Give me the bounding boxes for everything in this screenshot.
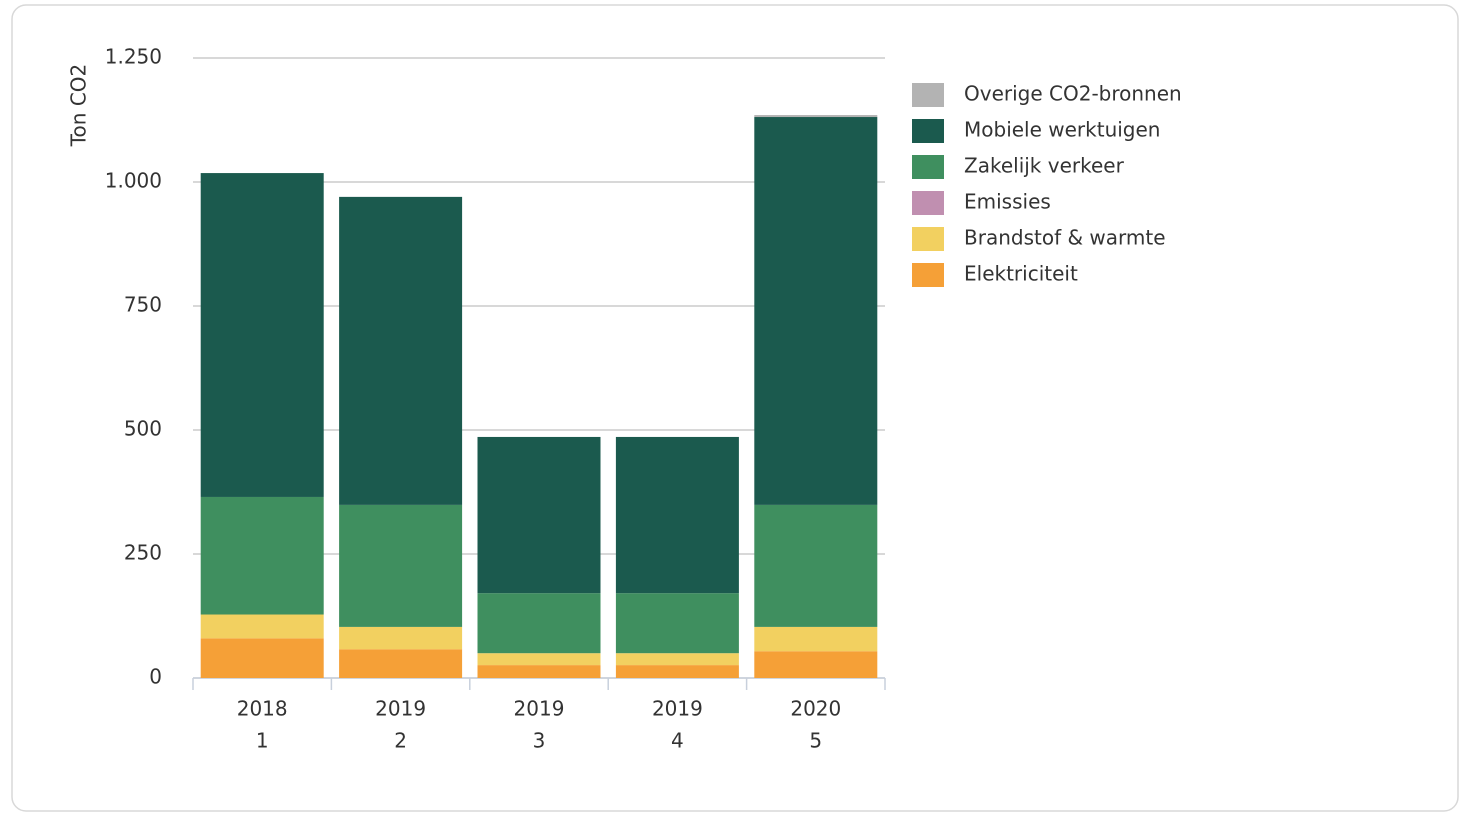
bar-segment: [754, 651, 878, 678]
legend-swatch: [912, 263, 944, 287]
bar-segment: [477, 665, 601, 678]
y-tick-label: 750: [124, 293, 162, 317]
bar-segment: [615, 593, 739, 654]
legend-swatch: [912, 227, 944, 251]
x-tick-label: 1: [256, 729, 269, 753]
x-tick-label: 2020: [790, 697, 841, 721]
x-tick-label: 2018: [237, 697, 288, 721]
y-tick-label: 500: [124, 417, 162, 441]
bar-segment: [754, 504, 878, 627]
legend-label: Overige CO2-bronnen: [964, 82, 1182, 106]
legend-label: Zakelijk verkeer: [964, 154, 1125, 178]
bar-segment: [754, 115, 878, 118]
legend-swatch: [912, 83, 944, 107]
legend-swatch: [912, 119, 944, 143]
y-tick-label: 250: [124, 541, 162, 565]
bar-segment: [200, 173, 324, 497]
y-axis-label: Ton CO2: [67, 64, 91, 148]
bar-segment: [339, 504, 463, 627]
y-tick-label: 0: [149, 665, 162, 689]
legend-swatch: [912, 191, 944, 215]
bar-segment: [477, 436, 601, 594]
legend-label: Brandstof & warmte: [964, 226, 1166, 250]
x-tick-label: 3: [533, 729, 546, 753]
legend-label: Emissies: [964, 190, 1051, 214]
bar-segment: [477, 653, 601, 666]
x-tick-label: 2: [394, 729, 407, 753]
bar-segment: [615, 653, 739, 666]
x-tick-label: 5: [809, 729, 822, 753]
legend-swatch: [912, 155, 944, 179]
x-tick-label: 4: [671, 729, 684, 753]
bar-segment: [615, 436, 739, 594]
bar-segment: [339, 649, 463, 678]
bar-segment: [754, 626, 878, 652]
y-tick-label: 1.250: [105, 45, 162, 69]
bar-segment: [200, 614, 324, 639]
bar-segment: [339, 196, 463, 505]
y-tick-label: 1.000: [105, 169, 162, 193]
legend-label: Elektriciteit: [964, 262, 1078, 286]
bar-segment: [200, 638, 324, 678]
bar-segment: [477, 593, 601, 654]
bar-segment: [615, 665, 739, 678]
x-tick-label: 2019: [652, 697, 703, 721]
legend-label: Mobiele werktuigen: [964, 118, 1160, 142]
x-tick-label: 2019: [514, 697, 565, 721]
bar-segment: [754, 117, 878, 505]
x-tick-label: 2019: [375, 697, 426, 721]
bar-segment: [200, 496, 324, 615]
bar-segment: [339, 626, 463, 650]
